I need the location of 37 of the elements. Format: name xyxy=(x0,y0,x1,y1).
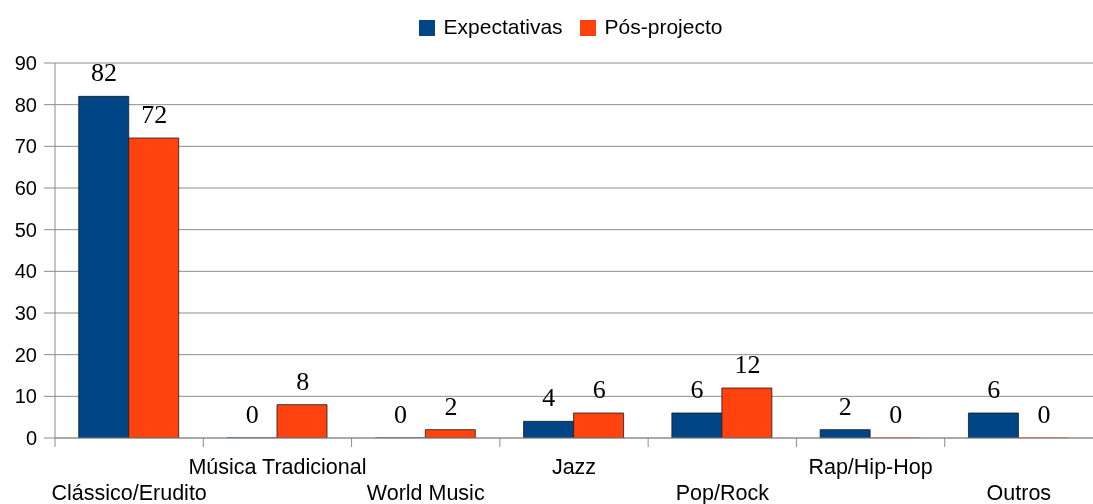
data-label: 6 xyxy=(987,375,1001,404)
y-tick-label: 70 xyxy=(14,135,37,158)
data-label: 8 xyxy=(296,366,310,396)
y-tick-label: 10 xyxy=(14,385,37,408)
data-label: 6 xyxy=(592,375,606,404)
x-tick-label: Outros xyxy=(986,481,1052,504)
data-label: 0 xyxy=(245,400,259,429)
data-label: 6 xyxy=(690,375,704,404)
y-tick-label: 90 xyxy=(14,52,37,75)
x-tick-label: Música Tradicional xyxy=(188,455,367,479)
data-label: 0 xyxy=(889,400,903,429)
bar xyxy=(424,429,476,438)
bar xyxy=(968,412,1019,438)
x-tick-label: World Music xyxy=(366,481,485,504)
data-label: 2 xyxy=(838,391,852,421)
x-tick-label: Jazz xyxy=(551,455,597,479)
legend-label: Pós-projecto xyxy=(604,15,723,38)
data-label: 0 xyxy=(394,400,408,429)
data-label: 12 xyxy=(734,350,761,379)
y-tick-label: 20 xyxy=(14,343,37,366)
x-tick-label: Pop/Rock xyxy=(675,481,770,504)
x-tick-label: Clássico/Erudito xyxy=(51,481,207,504)
y-tick-label: 0 xyxy=(25,427,37,450)
y-tick-label: 60 xyxy=(14,177,37,200)
bar xyxy=(819,429,871,438)
data-label: 82 xyxy=(90,58,117,88)
y-tick-label: 30 xyxy=(14,302,37,325)
legend-label: Expectativas xyxy=(443,15,563,38)
data-label: 2 xyxy=(444,391,458,421)
y-tick-label: 50 xyxy=(14,218,37,241)
data-label: 0 xyxy=(1037,400,1051,429)
y-tick-label: 80 xyxy=(14,93,37,116)
data-label: 4 xyxy=(542,383,556,413)
bar xyxy=(276,404,328,438)
data-label: 72 xyxy=(141,100,168,129)
y-tick-label: 40 xyxy=(14,260,37,283)
x-tick-label: Rap/Hip-Hop xyxy=(808,455,933,479)
